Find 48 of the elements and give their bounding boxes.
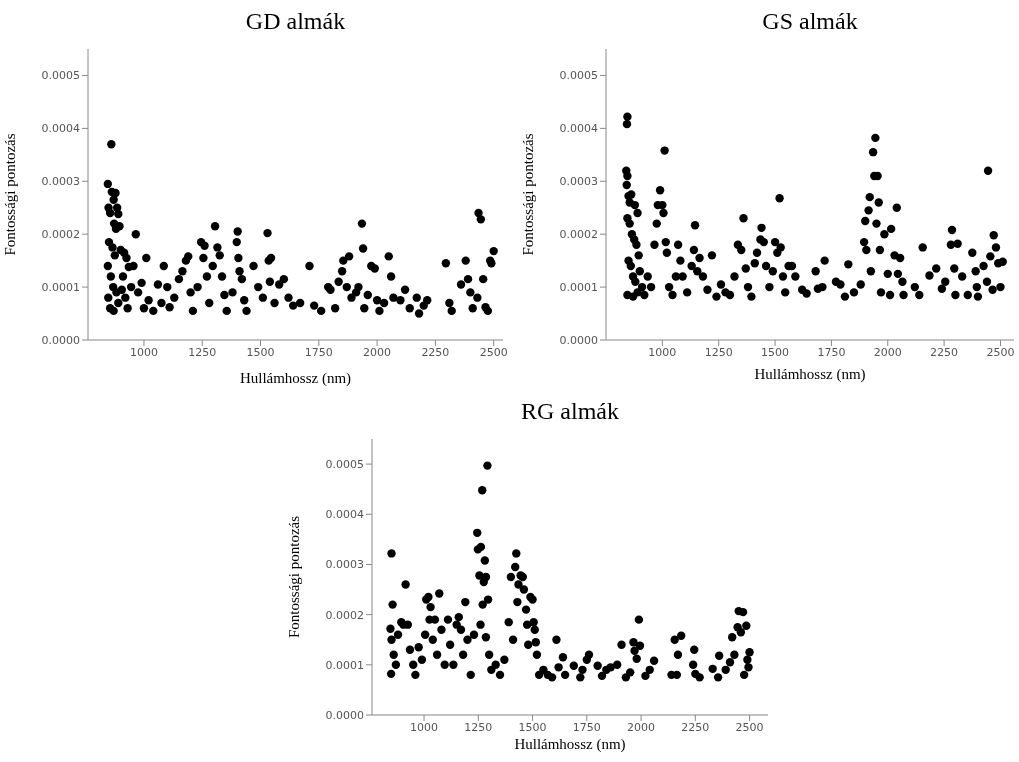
x-tick-label: 1750 [304, 345, 333, 359]
y-axis-title: Fontossági pontozás [520, 133, 537, 256]
chart-title: GS almák [761, 8, 859, 35]
x-tick-label: 1750 [817, 345, 846, 359]
y-tick-label: 0.0003 [41, 175, 80, 189]
x-tick-label: 1250 [188, 345, 217, 359]
y-tick-label: 0.0003 [559, 175, 598, 189]
x-axis-title: Hullámhossz (nm) [513, 736, 627, 753]
x-tick-label: 2250 [930, 345, 959, 359]
x-tick-label: 1250 [464, 720, 493, 734]
x-tick-label: 2000 [627, 720, 656, 734]
y-tick-label: 0.0004 [325, 508, 364, 522]
x-tick-label: 2250 [421, 345, 450, 359]
y-tick-label: 0.0002 [41, 228, 80, 242]
x-tick-label: 2500 [479, 345, 508, 359]
x-tick-label: 1000 [648, 345, 677, 359]
y-tick-label: 0.0004 [41, 122, 80, 136]
x-axis-title: Hullámhossz (nm) [753, 366, 867, 383]
x-tick-label: 1000 [129, 345, 158, 359]
x-tick-label: 1500 [246, 345, 275, 359]
x-axis-title: Hullámhossz (nm) [238, 370, 353, 387]
x-tick-label: 2250 [681, 720, 710, 734]
y-tick-label: 0.0000 [559, 333, 598, 347]
y-axis-title: Fontossági pontozás [2, 133, 19, 256]
y-tick-label: 0.0002 [325, 608, 364, 622]
x-tick-label: 1750 [572, 720, 601, 734]
y-tick-label: 0.0001 [325, 658, 364, 672]
chart-title: RG almák [520, 398, 620, 425]
y-tick-label: 0.0005 [41, 69, 80, 83]
y-tick-label: 0.0003 [325, 558, 364, 572]
y-tick-label: 0.0002 [559, 228, 598, 242]
x-tick-label: 2500 [735, 720, 764, 734]
x-tick-label: 2000 [363, 345, 392, 359]
y-tick-label: 0.0000 [325, 708, 364, 722]
x-tick-label: 1500 [518, 720, 547, 734]
y-tick-label: 0.0005 [325, 458, 364, 471]
y-axis-title: Fontossági pontozás [286, 515, 303, 639]
x-tick-label: 2000 [873, 345, 902, 359]
x-tick-label: 1500 [761, 345, 790, 359]
y-tick-label: 0.0001 [41, 281, 80, 294]
x-tick-label: 1250 [704, 345, 733, 359]
y-tick-label: 0.0000 [41, 333, 80, 347]
x-tick-label: 1000 [410, 720, 439, 734]
y-tick-label: 0.0004 [559, 122, 598, 136]
y-tick-label: 0.0005 [559, 69, 598, 83]
x-tick-label: 2500 [986, 345, 1015, 359]
chart-title: GD almák [244, 8, 347, 35]
y-tick-label: 0.0001 [559, 281, 598, 294]
